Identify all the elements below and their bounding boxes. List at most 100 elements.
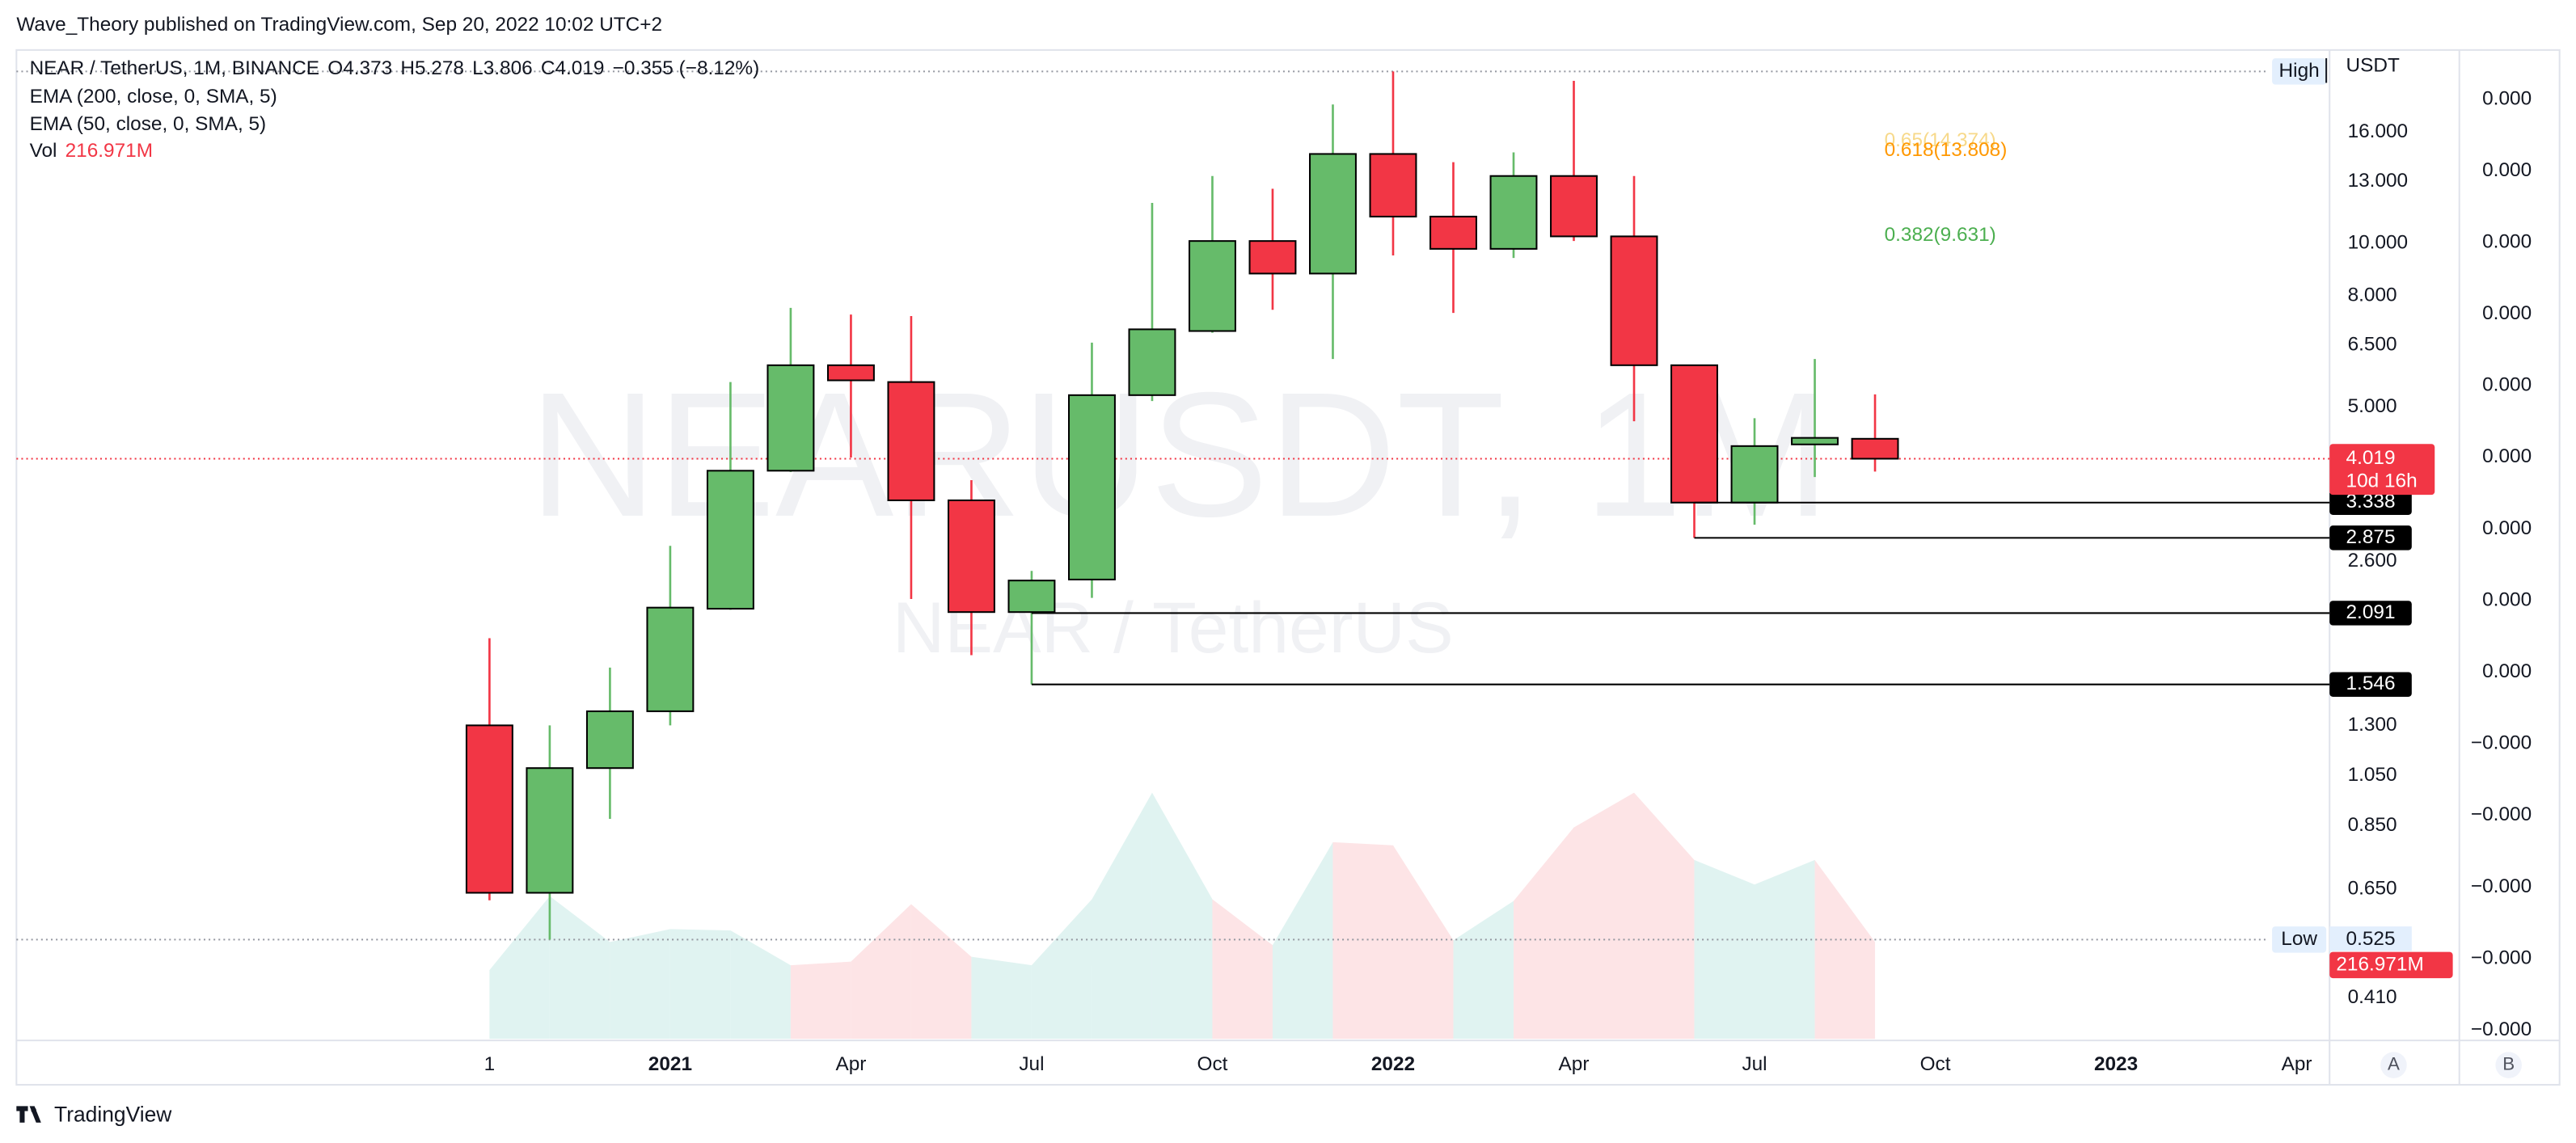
volume-area [1092, 792, 1152, 1040]
scale-button-label: A [2388, 1053, 2400, 1073]
volume-area [669, 929, 731, 1040]
candle-body [1851, 437, 1899, 460]
candle-body [1309, 153, 1357, 275]
scale-b-label: −0.000 [2471, 875, 2532, 897]
scale-b-label: 0.000 [2482, 302, 2532, 324]
legend-volume-title: Vol [30, 140, 57, 162]
scale-b-label: −0.000 [2471, 803, 2532, 825]
last-price-bg [2329, 444, 2435, 496]
level-label: 2.091 [2346, 601, 2396, 623]
volume-area [1634, 792, 1695, 1040]
x-tick-label: Jul [1019, 1053, 1044, 1075]
scale-b-label: −0.000 [2471, 732, 2532, 754]
volume-area [1453, 900, 1514, 1040]
legend-symbol: NEAR / TetherUS, 1M, BINANCE [30, 58, 320, 80]
scale-b-label: 0.000 [2482, 374, 2532, 396]
volume-area [790, 961, 851, 1040]
x-tick-label: 1 [484, 1053, 496, 1075]
candle-body [1670, 364, 1718, 504]
y-tick-label: 0.850 [2348, 814, 2397, 836]
scale-b-label: 0.000 [2482, 445, 2532, 467]
y-tick-label: 0.650 [2348, 877, 2397, 899]
volume-area [1573, 792, 1635, 1040]
footer-brand: TradingView [54, 1103, 172, 1127]
volume-area [971, 956, 1032, 1040]
candle-body [766, 364, 815, 472]
candle-body [1007, 580, 1056, 614]
legend-volume: Vol 216.971M [30, 140, 153, 162]
candle-body [1369, 153, 1417, 217]
frame [15, 49, 2561, 1086]
countdown-label: 10d 16h [2346, 470, 2418, 491]
volume-area [1814, 859, 1876, 1040]
legend-indicator: EMA (200, close, 0, SMA, 5) [30, 86, 277, 108]
scale-b-label: 0.000 [2482, 87, 2532, 109]
legend-ohlc: −0.355 (−8.12%) [613, 58, 760, 80]
y-tick-label: 1.050 [2348, 764, 2397, 786]
candle-body [1791, 437, 1839, 445]
candle-body [706, 470, 754, 610]
volume-area [851, 904, 911, 1040]
x-tick-label: Apr [1559, 1053, 1590, 1075]
y-tick-label: 10.000 [2348, 231, 2409, 253]
y-tick-label: 16.000 [2348, 120, 2409, 142]
x-tick-label: Oct [1197, 1053, 1228, 1075]
scale-b-label: 0.000 [2482, 660, 2532, 682]
level-label-bg [2329, 490, 2412, 515]
candle-body [1067, 394, 1116, 580]
extreme-label-bg [2272, 926, 2327, 953]
candle-body [1489, 175, 1538, 250]
volume-area [610, 929, 670, 1040]
scale-button[interactable] [2495, 1052, 2522, 1078]
volume-area [1272, 841, 1333, 1040]
x-tick-label: 2021 [648, 1053, 692, 1075]
footer-logo [16, 1106, 41, 1123]
volume-area [1151, 792, 1213, 1040]
volume-area [489, 896, 550, 1040]
last-price-label: 4.019 [2346, 447, 2396, 469]
scale-button-label: B [2502, 1053, 2515, 1073]
y-tick-label: 6.500 [2348, 333, 2397, 355]
legend-ohlc: C4.019 [541, 58, 605, 80]
candle-body [585, 710, 634, 770]
volume-area [1212, 899, 1273, 1040]
fib-label: 0.382(9.631) [1885, 224, 1996, 246]
low-value-label: 0.525 [2346, 928, 2396, 950]
legend-indicator: EMA (50, close, 0, SMA, 5) [30, 113, 267, 135]
candle-body [1610, 235, 1658, 366]
volume-area [1332, 841, 1393, 1040]
candle-body [1429, 215, 1477, 250]
level-label: 2.875 [2346, 526, 2396, 548]
x-tick-label: 2022 [1371, 1053, 1415, 1075]
y-tick-label: 8.000 [2348, 285, 2397, 306]
volume-area [1694, 859, 1755, 1040]
y-tick-label: 5.000 [2348, 395, 2397, 417]
candle-body [1550, 175, 1598, 238]
fib-label: 0.618(13.808) [1885, 139, 2008, 161]
extreme-label-bg [2272, 58, 2327, 85]
candle-body [465, 724, 513, 894]
volume-area [1031, 899, 1092, 1040]
x-tick-label: Jul [1742, 1053, 1767, 1075]
fib-label: 0.65(14.374) [1885, 129, 1996, 151]
volume-area [730, 930, 791, 1040]
volume-area [549, 896, 610, 1040]
y-tick-label: 2.600 [2348, 550, 2397, 572]
scale-b-label: −0.000 [2471, 1019, 2532, 1040]
publisher: Wave_Theory published on TradingView.com… [16, 14, 662, 36]
scale-b-label: 0.000 [2482, 588, 2532, 610]
legend-ohlc: L3.806 [472, 58, 533, 80]
legend-title: NEAR / TetherUS, 1M, BINANCE O4.373 H5.278… [30, 58, 760, 80]
volume-area [1755, 859, 1815, 1040]
candle-body [887, 381, 935, 501]
x-tick-label: 2023 [2094, 1053, 2138, 1075]
level-label-bg [2329, 525, 2412, 550]
candle-body [646, 606, 695, 712]
currency-label: USDT [2346, 55, 2400, 77]
y-tick-label: 13.000 [2348, 170, 2409, 192]
extreme-label: High [2279, 60, 2320, 82]
scale-button[interactable] [2380, 1052, 2407, 1078]
level-label-bg [2329, 672, 2412, 697]
candle-body [526, 767, 574, 894]
